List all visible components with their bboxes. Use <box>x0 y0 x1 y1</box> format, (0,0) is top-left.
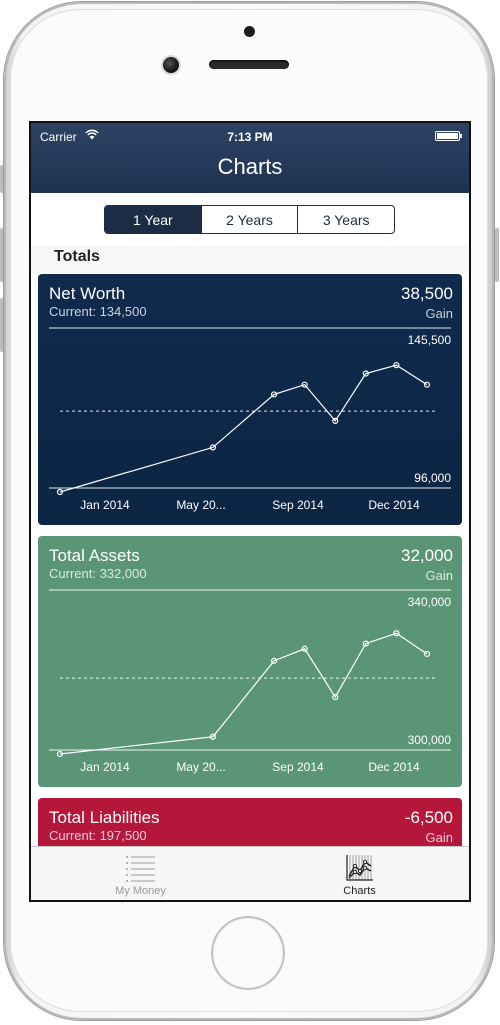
chart-point <box>56 488 64 496</box>
card-gain: Gain <box>425 830 453 845</box>
power-button <box>495 228 499 282</box>
card-title: Total Assets <box>49 546 140 565</box>
chart-point <box>362 640 369 647</box>
x-tick-label: Sep 2014 <box>272 760 324 774</box>
x-tick-label: Jan 2014 <box>80 760 130 774</box>
tab-charts[interactable]: Charts <box>250 847 469 900</box>
mute-switch <box>0 165 4 193</box>
range-segmented-control: 1 Year 2 Years 3 Years <box>104 205 395 234</box>
status-time: 7:13 PM <box>227 130 273 144</box>
section-header <box>31 245 469 273</box>
chart-point <box>56 750 64 758</box>
y-max-label: 340,000 <box>408 595 452 609</box>
proximity-sensor <box>244 26 255 37</box>
card-current: Current: 332,000 <box>49 566 147 581</box>
card-title: Total Liabilities <box>49 808 160 827</box>
card-current: Current: 197,500 <box>49 828 147 843</box>
segment-2-years[interactable]: 2 Years <box>200 206 298 233</box>
y-min-label: 96,000 <box>414 471 451 485</box>
card-title: Net Worth <box>49 284 126 303</box>
chart-point <box>393 362 400 369</box>
home-button[interactable] <box>211 916 285 990</box>
x-tick-label: May 20... <box>176 760 225 774</box>
segment-3-years[interactable]: 3 Years <box>297 206 394 233</box>
chart-point <box>270 657 278 664</box>
section-title: Totals <box>54 248 100 265</box>
chart-series-line <box>59 632 428 755</box>
card-gain: Gain <box>425 306 453 321</box>
page-title: Charts <box>217 154 283 179</box>
y-min-label: 300,000 <box>408 733 452 747</box>
chart-point <box>423 381 431 388</box>
card-value: 32,000 <box>401 546 453 565</box>
x-tick-label: Dec 2014 <box>368 498 420 512</box>
chart-series-line <box>59 364 428 493</box>
x-tick-label: Jan 2014 <box>80 498 130 512</box>
status-carrier: Carrier <box>40 130 77 144</box>
chart-point <box>362 370 369 377</box>
chart-point <box>332 693 339 701</box>
earpiece-speaker <box>209 60 289 69</box>
chart-point <box>423 650 431 658</box>
chart-point <box>270 391 278 398</box>
chart-icon <box>346 855 373 881</box>
net-worth-card[interactable]: Net Worth Current: 134,500 38,500 Gain 1… <box>38 274 462 525</box>
total-assets-chart: 340,000 300,000 Jan 2014 May 20... Sep 2014 D… <box>49 589 452 774</box>
card-value: -6,500 <box>404 808 453 827</box>
chart-point <box>209 733 217 740</box>
tab-label: My Money <box>115 885 166 897</box>
chart-point <box>393 630 400 637</box>
chart-point <box>301 381 308 388</box>
front-camera <box>163 57 179 73</box>
wifi-icon <box>85 129 99 140</box>
app-screen: Carrier 7:13 PM Charts 1 Year 2 Years 3 … <box>31 123 469 900</box>
volume-up-button <box>0 228 4 282</box>
y-max-label: 145,500 <box>408 333 452 347</box>
card-value: 38,500 <box>401 284 453 303</box>
chart-point <box>332 417 339 425</box>
tab-label: Charts <box>343 885 376 897</box>
net-worth-chart: 145,500 96,000 Jan 2014 May 20... Sep 2014 De… <box>49 327 452 512</box>
x-tick-label: Dec 2014 <box>368 760 420 774</box>
x-tick-label: Sep 2014 <box>272 498 324 512</box>
battery-icon <box>435 131 462 141</box>
segment-1-year[interactable]: 1 Year <box>105 206 201 233</box>
list-icon <box>126 856 155 882</box>
tab-my-money[interactable]: My Money <box>31 847 250 900</box>
volume-down-button <box>0 298 4 352</box>
x-tick-label: May 20... <box>176 498 225 512</box>
tab-bar: My Money Charts <box>31 846 469 900</box>
card-gain: Gain <box>425 568 453 583</box>
chart-point <box>209 444 217 451</box>
chart-point <box>301 645 308 652</box>
navigation-bar: Carrier 7:13 PM Charts <box>31 123 469 193</box>
card-current: Current: 134,500 <box>49 304 147 319</box>
total-assets-card[interactable]: Total Assets Current: 332,000 32,000 Gai… <box>38 536 462 787</box>
